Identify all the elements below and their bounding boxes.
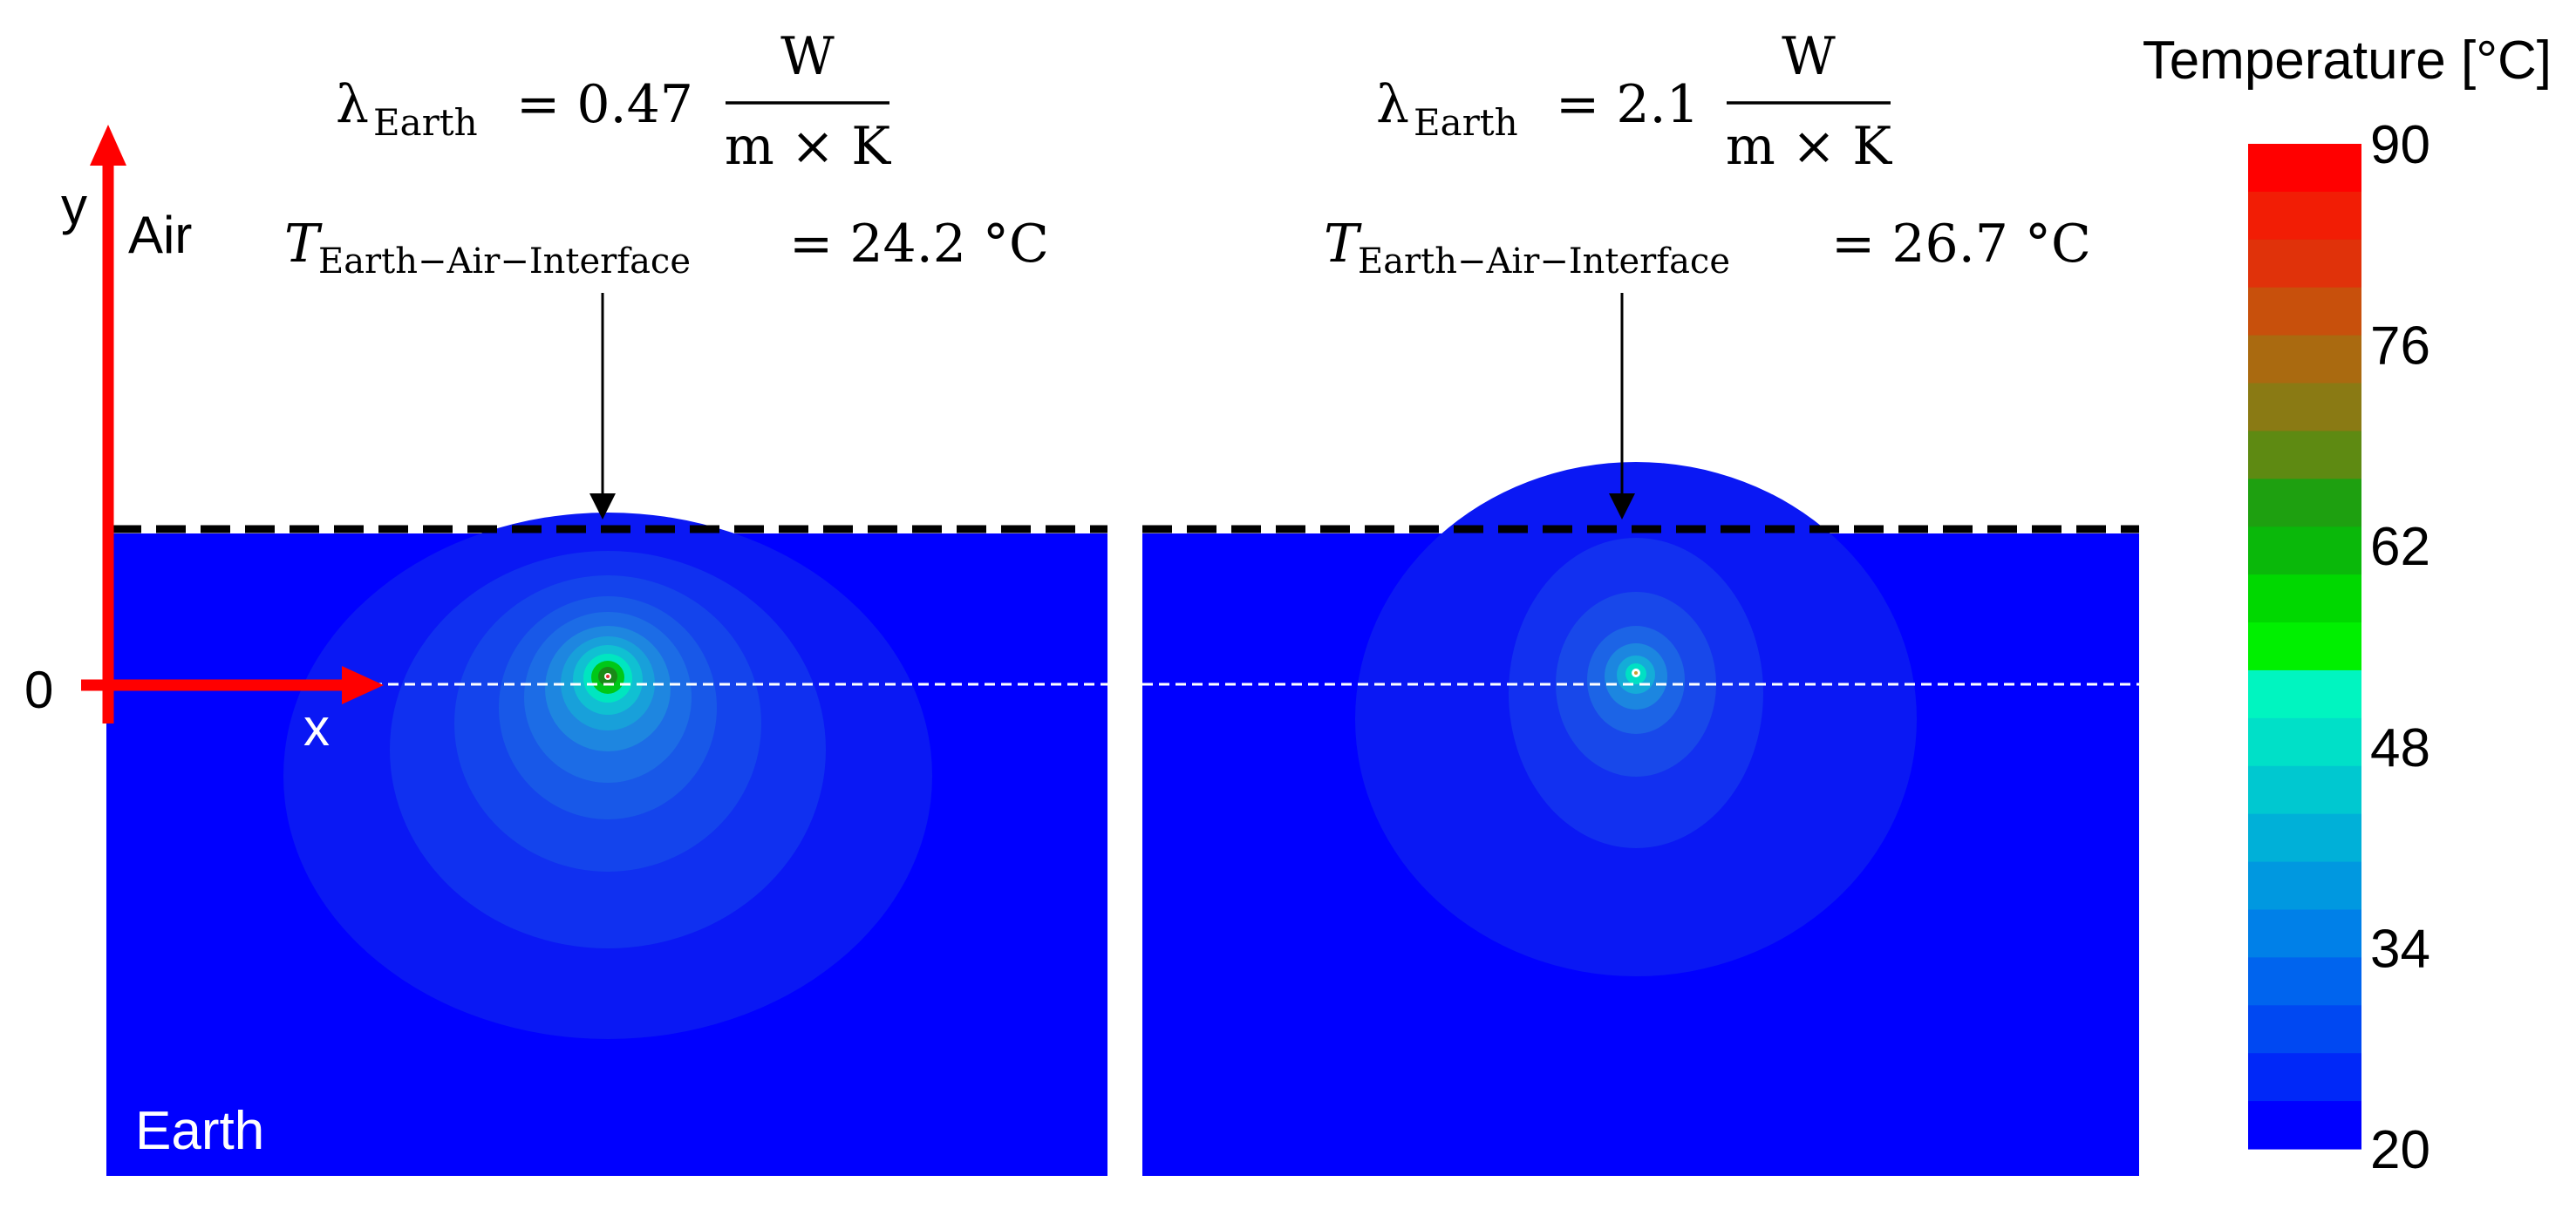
y-axis-label: y bbox=[61, 177, 87, 235]
t-symbol-left: T bbox=[284, 214, 323, 275]
colorbar-band bbox=[2248, 1053, 2361, 1102]
lambda-symbol-left: λ bbox=[336, 74, 369, 135]
t-subscript-right: Earth−Air−Interface bbox=[1358, 241, 1730, 282]
colorbar: Temperature [°C] 90 76 62 48 34 20 bbox=[2143, 31, 2552, 1180]
colorbar-tick-label: 62 bbox=[2370, 517, 2430, 577]
colorbar-tick-label: 76 bbox=[2370, 316, 2430, 377]
x-axis-arrowhead bbox=[342, 666, 384, 704]
colorbar-band bbox=[2248, 765, 2361, 815]
colorbar-tick-label: 20 bbox=[2370, 1120, 2430, 1180]
colorbar-band bbox=[2248, 669, 2361, 719]
colorbar-title: Temperature [°C] bbox=[2143, 31, 2552, 91]
colorbar-band bbox=[2248, 717, 2361, 767]
lambda-subscript-left: Earth bbox=[373, 101, 478, 144]
colorbar-ticks: 90 76 62 48 34 20 bbox=[2370, 115, 2430, 1180]
earth-panel-right bbox=[1142, 462, 2139, 1176]
lambda-value-left: = 0.47 bbox=[516, 74, 693, 135]
temperature-contours-right bbox=[1355, 462, 1917, 976]
origin-label: 0 bbox=[24, 661, 53, 719]
colorbar-band bbox=[2248, 383, 2361, 432]
y-axis-arrowhead bbox=[90, 125, 126, 166]
lambda-symbol-right: λ bbox=[1376, 74, 1409, 135]
colorbar-band bbox=[2248, 574, 2361, 623]
fraction-numerator-left: W bbox=[780, 26, 835, 87]
lambda-value-right: = 2.1 bbox=[1556, 74, 1700, 135]
colorbar-band bbox=[2248, 239, 2361, 289]
lambda-subscript-right: Earth bbox=[1414, 101, 1518, 144]
earth-panel-left bbox=[106, 513, 1107, 1176]
temperature-contours-left bbox=[283, 513, 932, 1039]
colorbar-band bbox=[2248, 526, 2361, 575]
colorbar-band bbox=[2248, 909, 2361, 958]
t-subscript-left: Earth−Air−Interface bbox=[318, 241, 691, 282]
colorbar-tick-label: 48 bbox=[2370, 718, 2430, 778]
air-label: Air bbox=[128, 206, 192, 264]
colorbar-band bbox=[2248, 287, 2361, 336]
colorbar-tick-label: 34 bbox=[2370, 919, 2430, 979]
colorbar-tick-label: 90 bbox=[2370, 115, 2430, 175]
colorbar-band bbox=[2248, 813, 2361, 863]
colorbar-band bbox=[2248, 191, 2361, 241]
earth-label: Earth bbox=[135, 1101, 264, 1161]
t-symbol-right: T bbox=[1324, 214, 1362, 275]
colorbar-band bbox=[2248, 622, 2361, 671]
colorbar-band bbox=[2248, 144, 2361, 193]
colorbar-band bbox=[2248, 861, 2361, 911]
fraction-denominator-right: m × K bbox=[1726, 116, 1892, 177]
coordinate-axes bbox=[81, 125, 384, 723]
colorbar-band bbox=[2248, 479, 2361, 527]
colorbar-band bbox=[2248, 957, 2361, 1006]
t-value-left: = 24.2 °C bbox=[789, 214, 1049, 275]
colorbar-bands bbox=[2248, 144, 2361, 1150]
fraction-denominator-left: m × K bbox=[725, 116, 891, 177]
colorbar-band bbox=[2248, 431, 2361, 479]
panel-right-annotation: λ Earth = 2.1 W m × K T Earth−Air−Interf… bbox=[1324, 26, 2091, 282]
colorbar-band bbox=[2248, 1101, 2361, 1150]
panel-left-annotation: λ Earth = 0.47 W m × K T Earth−Air−Inter… bbox=[284, 26, 1049, 282]
t-value-right: = 26.7 °C bbox=[1831, 214, 2091, 275]
fraction-numerator-right: W bbox=[1782, 26, 1836, 87]
colorbar-band bbox=[2248, 1005, 2361, 1054]
colorbar-band bbox=[2248, 335, 2361, 384]
x-axis-label: x bbox=[303, 698, 330, 757]
